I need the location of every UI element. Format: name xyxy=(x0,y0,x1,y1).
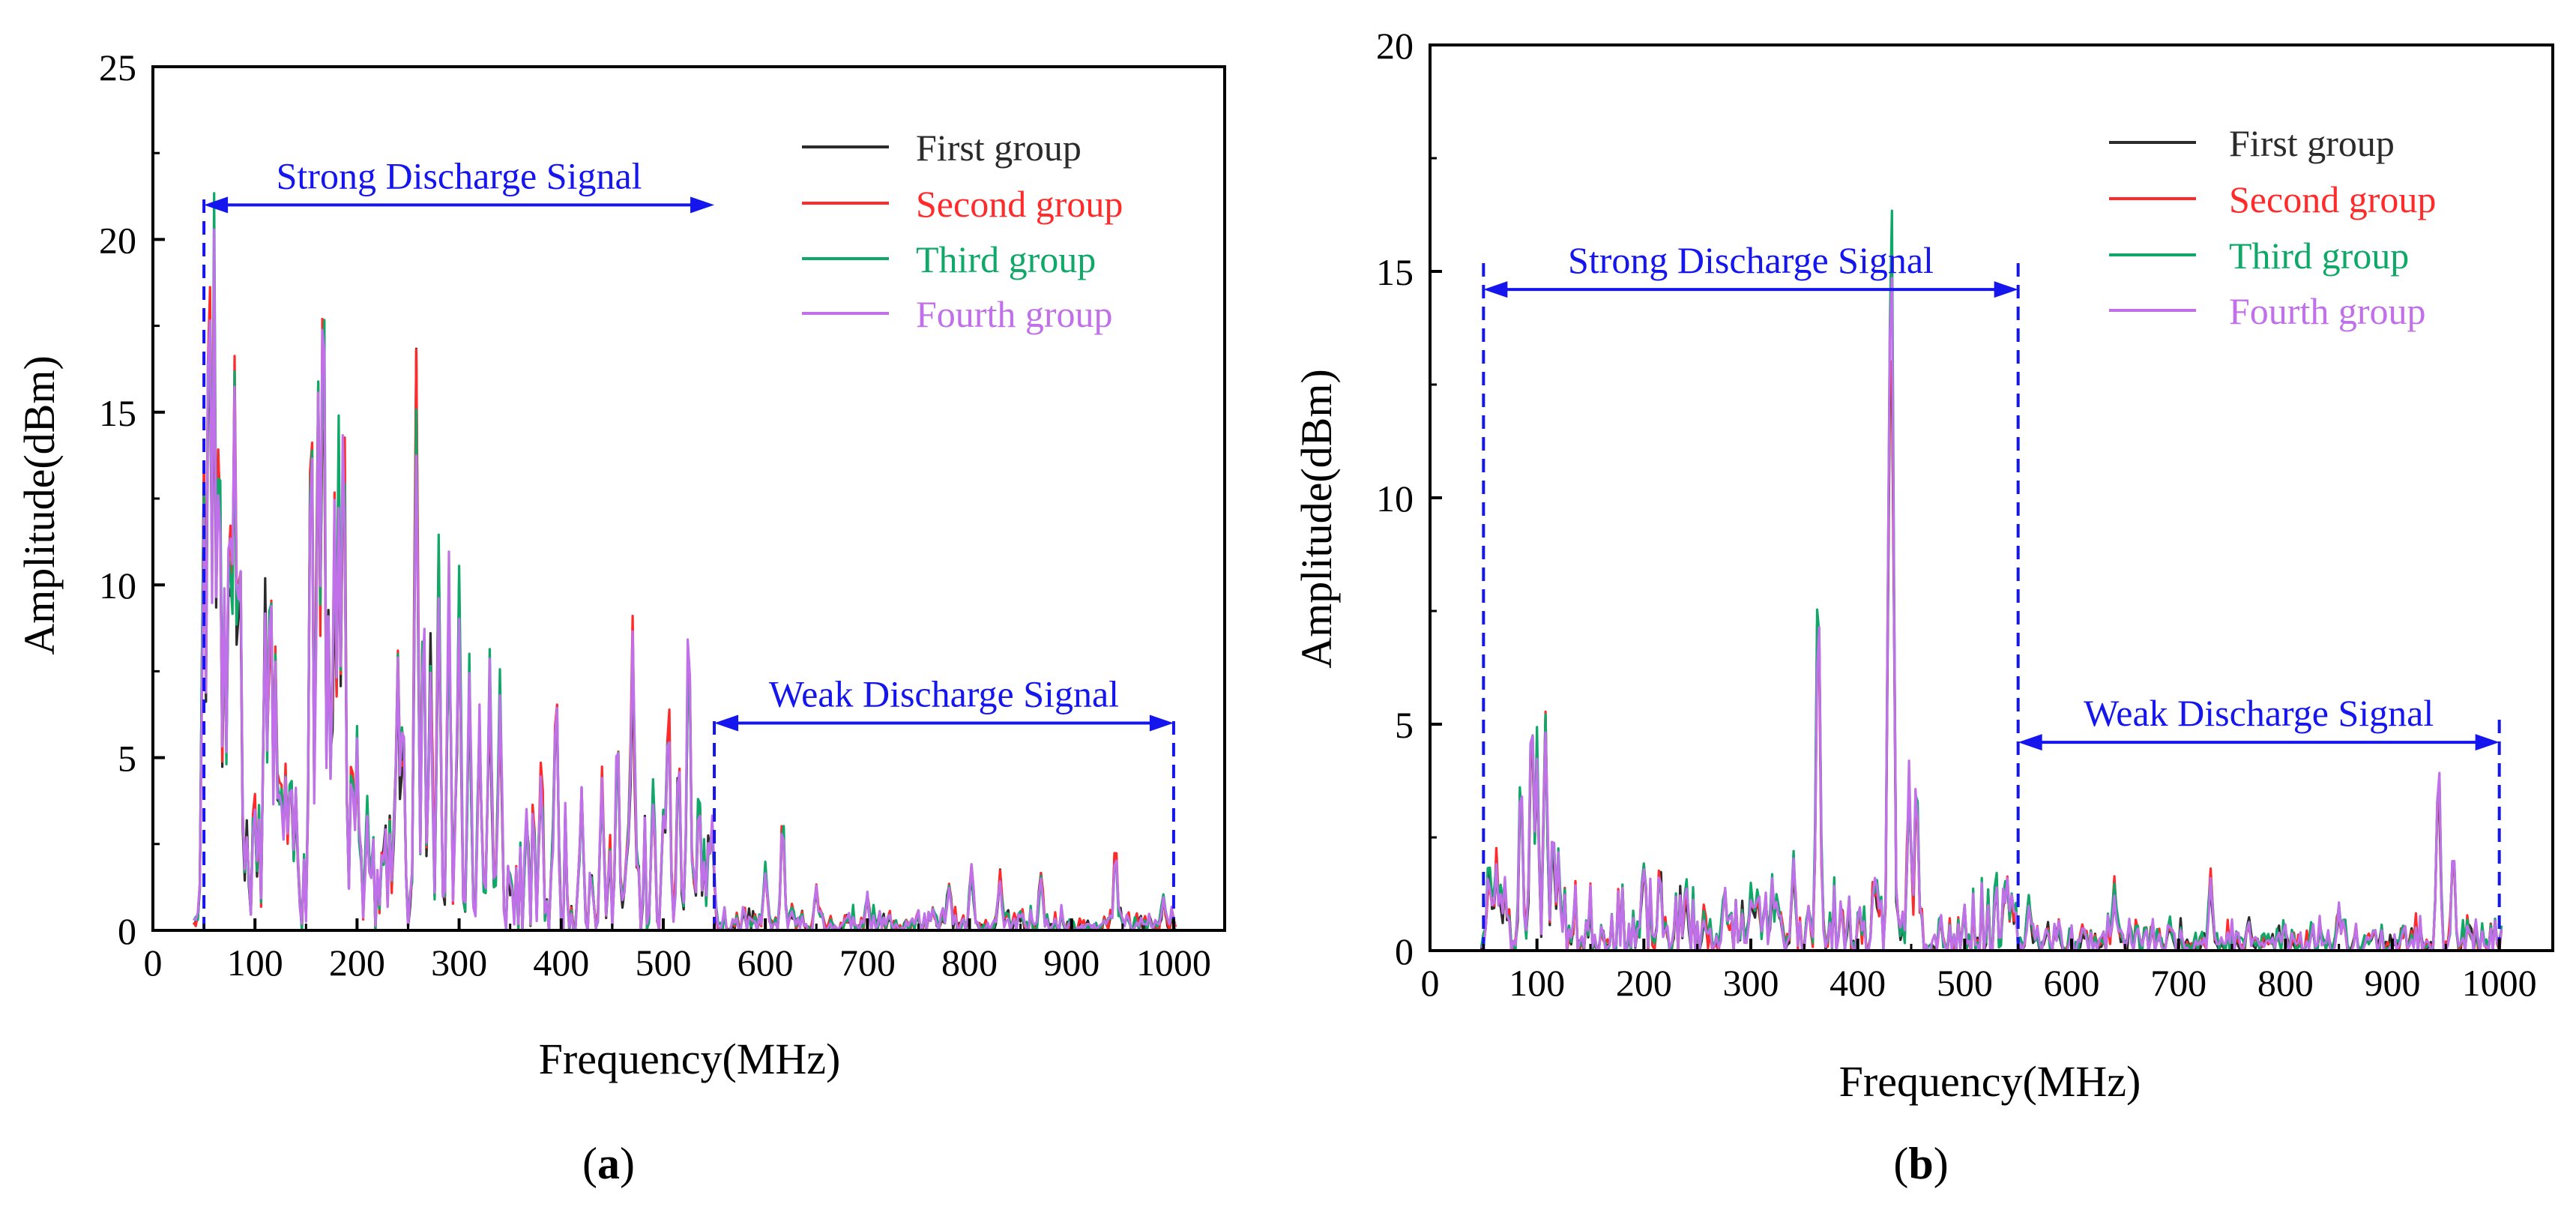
series-layer-a xyxy=(193,192,1177,930)
x-tick-label-b-5: 500 xyxy=(1937,962,1993,1004)
annotation-a-1: Weak Discharge Signal xyxy=(714,673,1174,732)
panel-label-b-open: ( xyxy=(1893,1139,1908,1188)
legend-label-fourth-a: Fourth group xyxy=(916,293,1113,335)
x-axis-title-b: Frequency(MHz) xyxy=(1839,1057,2141,1106)
legend-a: First group Second group Third group Fou… xyxy=(802,127,1123,335)
x-tick-label-a-1: 100 xyxy=(227,942,283,984)
chart-panel-b: Strong Discharge Signal Weak Discharge Si… xyxy=(1292,25,2554,1188)
annotation-layer-b: Strong Discharge Signal Weak Discharge Si… xyxy=(1482,239,2501,951)
annotation-arrowhead-left-a-1 xyxy=(714,714,739,732)
panel-label-b-close: ) xyxy=(1934,1139,1949,1188)
legend-label-first-b: First group xyxy=(2229,122,2395,164)
annotation-arrowhead-right-b-0 xyxy=(1994,281,2018,298)
panel-label-b-letter: b xyxy=(1908,1139,1933,1188)
annotation-label-b-0: Strong Discharge Signal xyxy=(1568,239,1934,281)
annotation-layer-a: Strong Discharge Signal Weak Discharge Si… xyxy=(202,154,1175,930)
series-line-b-1 xyxy=(1479,376,2503,951)
x-axis-title-a: Frequency(MHz) xyxy=(539,1035,841,1083)
x-tick-label-a-8: 800 xyxy=(941,942,998,984)
x-tick-label-b-0: 0 xyxy=(1421,962,1440,1004)
legend-label-third-a: Third group xyxy=(916,238,1096,280)
x-tick-label-b-1: 100 xyxy=(1509,962,1565,1004)
annotation-label-a-1: Weak Discharge Signal xyxy=(769,673,1119,715)
y-axis-title-a: Amplitude(dBm) xyxy=(15,355,64,655)
x-tick-label-b-7: 700 xyxy=(2150,962,2207,1004)
series-line-b-2 xyxy=(1479,359,2503,951)
x-tick-label-b-4: 400 xyxy=(1830,962,1886,1004)
annotation-b-0: Strong Discharge Signal xyxy=(1483,239,2018,298)
annotation-arrowhead-right-a-0 xyxy=(690,196,715,214)
x-tick-label-b-8: 800 xyxy=(2257,962,2314,1004)
y-tick-label-b-1: 5 xyxy=(1395,704,1414,746)
legend-b: First group Second group Third group Fou… xyxy=(2109,122,2436,332)
x-tick-label-a-10: 1000 xyxy=(1136,942,1211,984)
x-tick-label-b-6: 600 xyxy=(2044,962,2100,1004)
legend-label-fourth-b: Fourth group xyxy=(2229,290,2426,332)
y-tick-label-a-3: 15 xyxy=(99,392,136,434)
x-tick-label-a-3: 300 xyxy=(431,942,487,984)
y-axis-title-b: Amplitude(dBm) xyxy=(1292,369,1341,669)
y-tick-label-a-5: 25 xyxy=(99,46,136,88)
legend-label-second-b: Second group xyxy=(2229,178,2436,220)
y-tick-label-b-2: 10 xyxy=(1376,478,1414,520)
x-tick-label-b-9: 900 xyxy=(2365,962,2421,1004)
x-tick-label-b-3: 300 xyxy=(1723,962,1779,1004)
tick-layer-b: 0 100 200 300 400 500 600 700 800 900 1000 0 5 10 15 20 xyxy=(1376,25,2537,1004)
y-tick-label-a-0: 0 xyxy=(118,910,136,952)
panel-label-a-close: ) xyxy=(620,1139,635,1188)
series-lines-a xyxy=(193,192,1177,930)
legend-label-third-b: Third group xyxy=(2229,235,2409,277)
y-tick-label-b-3: 15 xyxy=(1376,251,1414,293)
x-tick-label-a-6: 600 xyxy=(737,942,794,984)
y-tick-label-a-4: 20 xyxy=(99,219,136,261)
y-tick-label-b-4: 20 xyxy=(1376,25,1414,67)
x-tick-label-b-2: 200 xyxy=(1616,962,1672,1004)
annotation-arrowhead-left-b-0 xyxy=(1483,281,1508,298)
x-tick-label-a-2: 200 xyxy=(329,942,385,984)
series-line-a-4 xyxy=(193,228,1177,930)
annotation-arrowhead-right-b-1 xyxy=(2475,734,2500,751)
annotation-label-a-0: Strong Discharge Signal xyxy=(277,154,642,196)
series-line-b-4 xyxy=(1480,277,2503,951)
tick-layer-a: 0 100 200 300 400 500 600 700 800 900 1000 0 5 10 15 20… xyxy=(99,46,1211,984)
panel-label-a-letter: a xyxy=(597,1139,620,1188)
annotation-label-b-1: Weak Discharge Signal xyxy=(2084,692,2434,734)
x-tick-label-a-5: 500 xyxy=(635,942,691,984)
chart-panel-a: Strong Discharge Signal Weak Discharge Si… xyxy=(15,46,1226,1188)
annotation-arrowhead-left-a-0 xyxy=(204,196,229,214)
annotation-arrowhead-left-b-1 xyxy=(2018,734,2042,751)
panel-label-a: (a) xyxy=(582,1139,635,1188)
x-tick-label-b-10: 1000 xyxy=(2462,962,2537,1004)
panel-label-b: (b) xyxy=(1893,1139,1948,1188)
x-tick-label-a-9: 900 xyxy=(1043,942,1100,984)
annotation-a-0: Strong Discharge Signal xyxy=(204,154,715,214)
legend-label-first-a: First group xyxy=(916,127,1082,169)
annotation-arrowhead-right-a-1 xyxy=(1149,714,1174,732)
x-tick-label-a-4: 400 xyxy=(533,942,589,984)
y-tick-label-a-2: 10 xyxy=(99,565,136,607)
legend-label-second-a: Second group xyxy=(916,183,1123,225)
x-tick-label-a-7: 700 xyxy=(839,942,896,984)
panel-label-a-open: ( xyxy=(582,1139,597,1188)
y-tick-label-a-1: 5 xyxy=(118,738,136,780)
annotation-b-1: Weak Discharge Signal xyxy=(2018,692,2500,751)
x-tick-label-a-0: 0 xyxy=(144,942,163,984)
y-tick-label-b-0: 0 xyxy=(1395,930,1414,972)
